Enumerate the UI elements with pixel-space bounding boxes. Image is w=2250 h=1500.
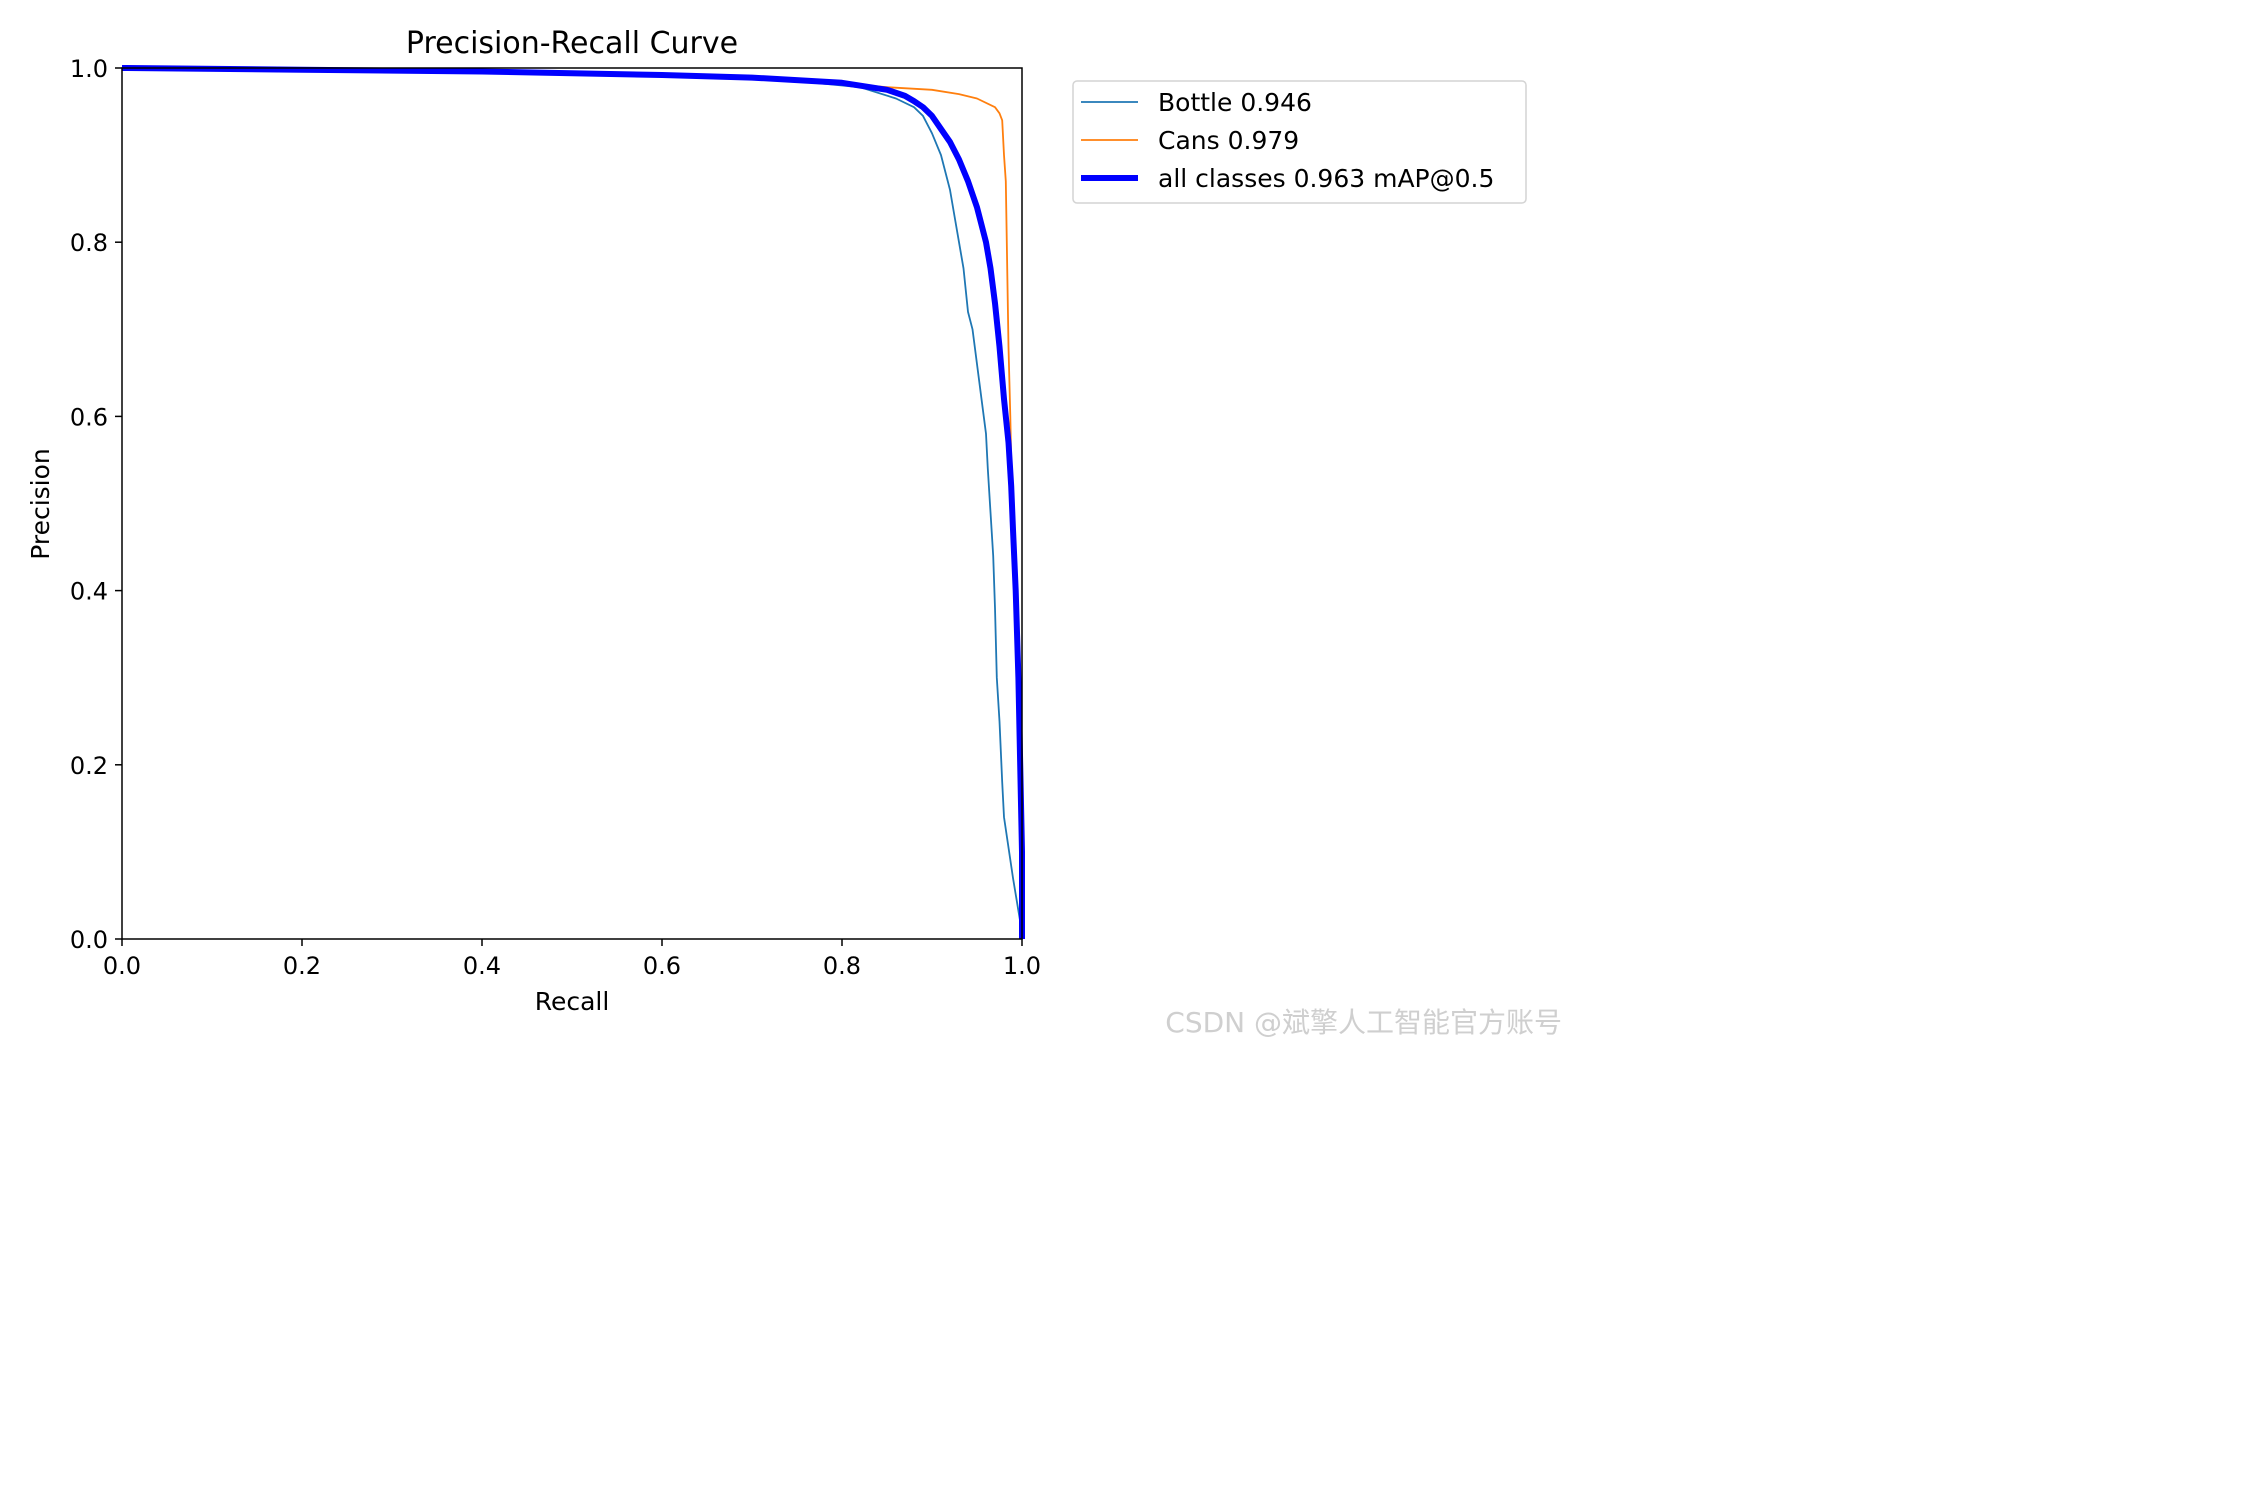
x-axis: 0.0 0.2 0.4 0.6 0.8 1.0 xyxy=(103,939,1041,980)
x-tick-label: 0.6 xyxy=(643,952,681,980)
y-tick-label: 0.6 xyxy=(70,403,108,431)
legend-entries: Bottle 0.946 Cans 0.979 all classes 0.963 … xyxy=(1081,88,1494,193)
x-tick-label: 0.2 xyxy=(283,952,321,980)
y-tick-label: 0.0 xyxy=(70,926,108,954)
plot-frame xyxy=(121,67,1023,940)
y-axis-label: Precision xyxy=(26,448,55,560)
plot-background xyxy=(122,68,1022,939)
legend-box xyxy=(1072,80,1527,204)
legend-label-bottle: Bottle 0.946 xyxy=(1158,88,1312,117)
legend: Bottle 0.946 Cans 0.979 all classes 0.963 … xyxy=(1072,80,1527,204)
y-tick-label: 0.4 xyxy=(70,578,108,606)
y-tick-label: 1.0 xyxy=(70,55,108,83)
y-axis: 0.0 0.2 0.4 0.6 0.8 1.0 xyxy=(70,55,122,954)
x-tick-label: 1.0 xyxy=(1003,952,1041,980)
series-layer xyxy=(121,65,1025,939)
legend-label-cans: Cans 0.979 xyxy=(1158,126,1299,155)
x-axis-label: Recall xyxy=(535,987,610,1016)
x-tick-label: 0.0 xyxy=(103,952,141,980)
series-line-all xyxy=(121,65,1025,939)
y-tick-label: 0.8 xyxy=(70,229,108,257)
watermark-text: CSDN @斌擎人工智能官方账号 xyxy=(1165,1006,1562,1039)
x-tick-label: 0.4 xyxy=(463,952,501,980)
pr-curve-chart: Precision-Recall Curve 0.0 0.2 0.4 0.6 0.8 1.… xyxy=(26,26,1527,1016)
x-tick-label: 0.8 xyxy=(823,952,861,980)
y-tick-label: 0.2 xyxy=(70,752,108,780)
chart-title: Precision-Recall Curve xyxy=(406,26,738,61)
legend-label-all: all classes 0.963 mAP@0.5 xyxy=(1158,164,1494,193)
plot-area xyxy=(121,65,1025,940)
